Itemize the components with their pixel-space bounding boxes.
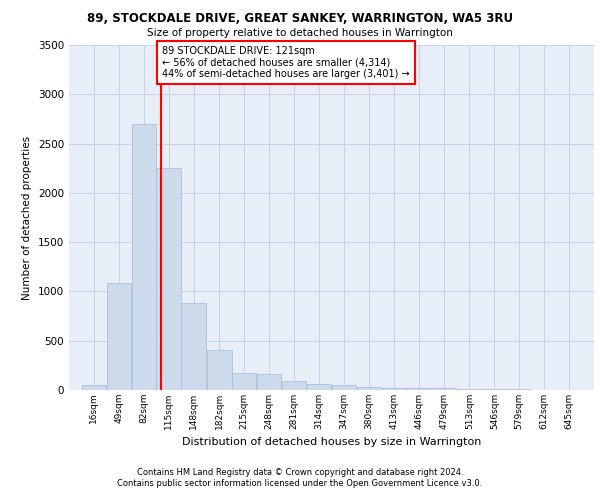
- Bar: [232, 373, 256, 390]
- Y-axis label: Number of detached properties: Number of detached properties: [22, 136, 32, 300]
- Bar: [181, 304, 206, 390]
- Bar: [431, 388, 456, 390]
- Bar: [257, 374, 281, 390]
- Text: Contains HM Land Registry data © Crown copyright and database right 2024.
Contai: Contains HM Land Registry data © Crown c…: [118, 468, 482, 487]
- Bar: [382, 388, 406, 390]
- Bar: [356, 386, 381, 390]
- Bar: [282, 381, 307, 390]
- Text: 89 STOCKDALE DRIVE: 121sqm
← 56% of detached houses are smaller (4,314)
44% of s: 89 STOCKDALE DRIVE: 121sqm ← 56% of deta…: [162, 46, 410, 79]
- Bar: [507, 389, 532, 390]
- Bar: [82, 384, 106, 390]
- Bar: [457, 389, 482, 390]
- Bar: [131, 124, 156, 390]
- Bar: [307, 384, 331, 390]
- Text: 89, STOCKDALE DRIVE, GREAT SANKEY, WARRINGTON, WA5 3RU: 89, STOCKDALE DRIVE, GREAT SANKEY, WARRI…: [87, 12, 513, 26]
- X-axis label: Distribution of detached houses by size in Warrington: Distribution of detached houses by size …: [182, 438, 481, 448]
- Text: Size of property relative to detached houses in Warrington: Size of property relative to detached ho…: [147, 28, 453, 38]
- Bar: [482, 389, 506, 390]
- Bar: [407, 388, 431, 390]
- Bar: [207, 350, 232, 390]
- Bar: [107, 282, 131, 390]
- Bar: [157, 168, 181, 390]
- Bar: [332, 385, 356, 390]
